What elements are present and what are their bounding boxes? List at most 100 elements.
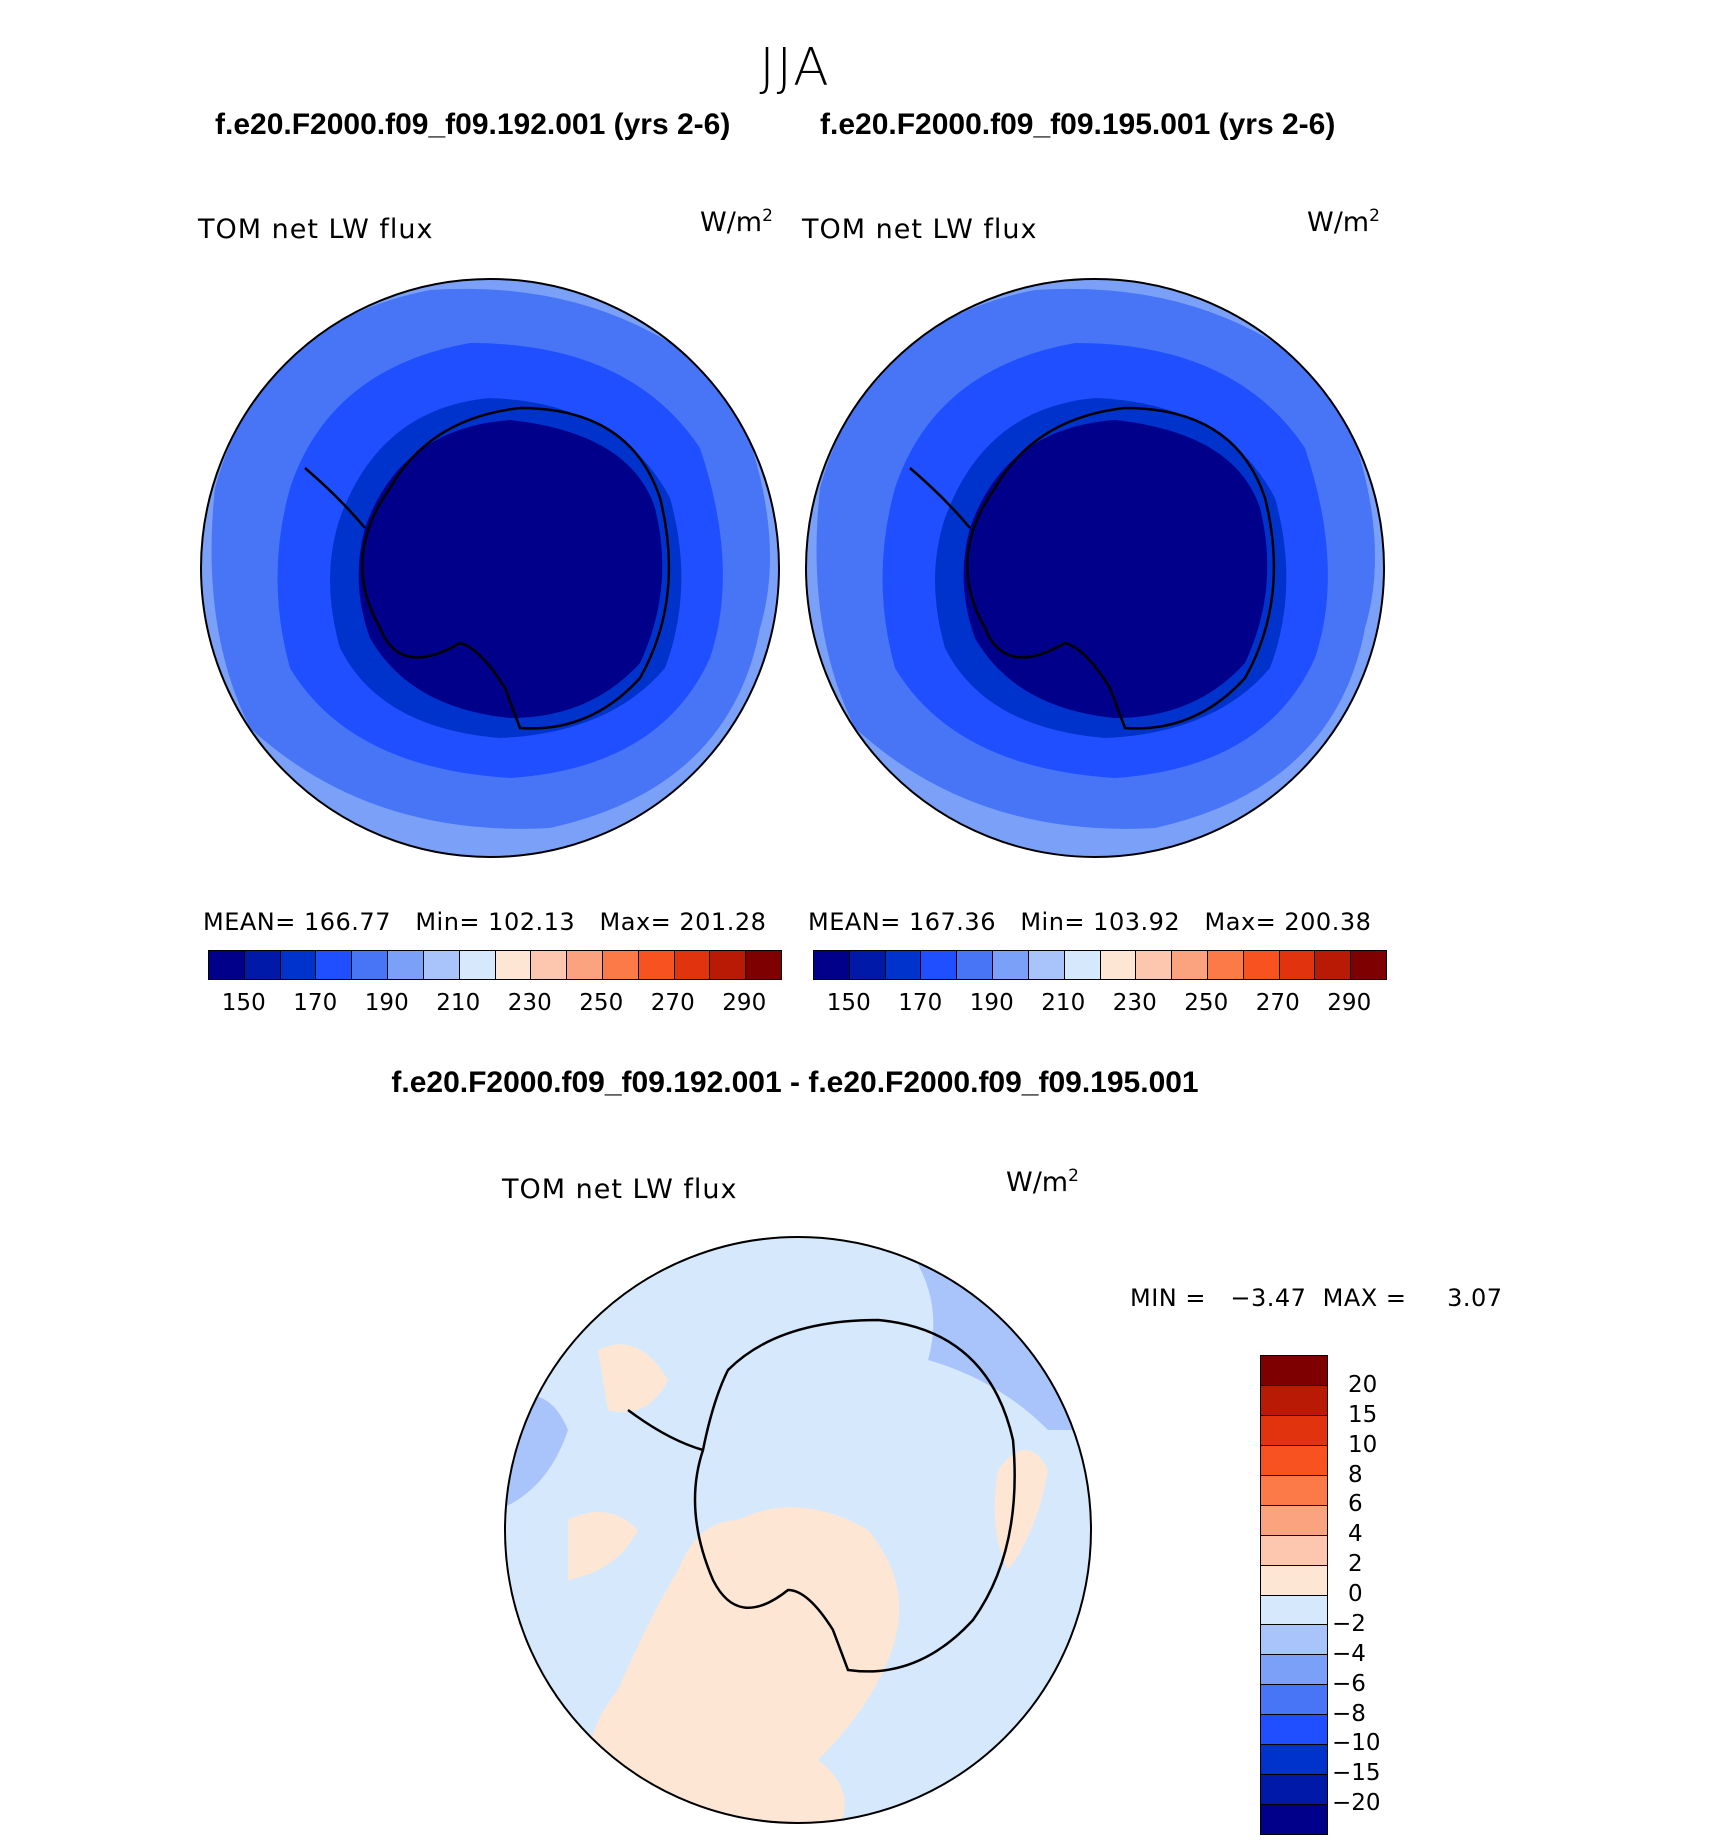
- colorbar-tick-label: 250: [1184, 990, 1229, 1016]
- polar-map-right: [805, 278, 1385, 858]
- colorbar-swatch: [1261, 1385, 1327, 1416]
- colorbar-tick-label: 170: [293, 990, 338, 1016]
- colorbar-swatch: [1261, 1445, 1327, 1476]
- colorbar-difference-ticks: 20 15 10 8 6 4 2 0 −2 −4 −6 −8 −10 −15 −20: [1332, 1355, 1418, 1833]
- colorbar-swatch: [814, 951, 850, 979]
- var-label-left: TOM net LW flux: [198, 214, 434, 245]
- stats-left: MEAN= 166.77 Min= 102.13 Max= 201.28: [203, 908, 767, 936]
- colorbar-swatch: [1028, 951, 1065, 979]
- colorbar-tick-label: −2: [1332, 1610, 1366, 1637]
- colorbar-tick-label: 150: [826, 990, 871, 1016]
- colorbar-swatch: [674, 951, 711, 979]
- colorbar-swatch: [1261, 1685, 1327, 1716]
- difference-min-max: MIN = −3.47 MAX = 3.07: [1130, 1284, 1503, 1312]
- colorbar-swatch: [567, 951, 603, 979]
- colorbar-difference: [1260, 1355, 1328, 1835]
- colorbar-tick-label: 270: [650, 990, 695, 1016]
- colorbar-swatch: [710, 951, 747, 979]
- colorbar-swatch: [849, 951, 886, 979]
- difference-title: f.e20.F2000.f09_f09.192.001 - f.e20.F200…: [391, 1066, 1199, 1099]
- colorbar-tick-label: 2: [1348, 1551, 1363, 1578]
- colorbar-left-ticks: 150 170 190 210 230 250 270 290: [208, 990, 780, 1020]
- colorbar-swatch: [352, 951, 389, 979]
- polar-map-left: [200, 278, 780, 858]
- colorbar-swatch: [1261, 1625, 1327, 1656]
- case-title-right: f.e20.F2000.f09_f09.195.001 (yrs 2-6): [820, 108, 1336, 141]
- colorbar-swatch: [746, 951, 781, 979]
- colorbar-swatch: [531, 951, 568, 979]
- var-label-right: TOM net LW flux: [802, 214, 1038, 245]
- colorbar-swatch: [885, 951, 922, 979]
- colorbar-tick-label: 150: [221, 990, 266, 1016]
- colorbar-tick-label: 20: [1348, 1371, 1378, 1398]
- colorbar-tick-label: 290: [1327, 990, 1372, 1016]
- colorbar-tick-label: 0: [1348, 1581, 1363, 1607]
- colorbar-swatch: [1351, 951, 1386, 979]
- colorbar-tick-label: −20: [1332, 1790, 1381, 1817]
- colorbar-swatch: [244, 951, 281, 979]
- colorbar-tick-label: 4: [1348, 1521, 1363, 1548]
- colorbar-tick-label: 6: [1348, 1491, 1363, 1518]
- colorbar-swatch: [1261, 1415, 1327, 1446]
- colorbar-swatch: [1261, 1505, 1327, 1536]
- colorbar-swatch: [316, 951, 353, 979]
- colorbar-swatch: [423, 951, 460, 979]
- colorbar-tick-label: −15: [1332, 1760, 1381, 1787]
- season-title: JJA: [759, 38, 831, 98]
- stats-right: MEAN= 167.36 Min= 103.92 Max= 200.38: [808, 908, 1372, 936]
- colorbar-swatch: [921, 951, 958, 979]
- colorbar-swatch: [1261, 1356, 1327, 1386]
- colorbar-swatch: [1315, 951, 1352, 979]
- case-title-left: f.e20.F2000.f09_f09.192.001 (yrs 2-6): [215, 108, 731, 141]
- units-difference: W/m2: [1006, 1166, 1079, 1198]
- colorbar-tick-label: 8: [1348, 1461, 1363, 1488]
- colorbar-swatch: [209, 951, 245, 979]
- colorbar-swatch: [638, 951, 675, 979]
- colorbar-swatch: [1136, 951, 1173, 979]
- units-left: W/m2: [700, 206, 773, 238]
- colorbar-tick-label: 15: [1348, 1401, 1378, 1428]
- colorbar-tick-label: 230: [507, 990, 552, 1016]
- colorbar-tick-label: 170: [898, 990, 943, 1016]
- colorbar-tick-label: 250: [579, 990, 624, 1016]
- colorbar-swatch: [1172, 951, 1208, 979]
- colorbar-swatch: [388, 951, 424, 979]
- colorbar-tick-label: −4: [1332, 1640, 1366, 1667]
- colorbar-swatch: [1243, 951, 1280, 979]
- colorbar-swatch: [1261, 1745, 1327, 1776]
- colorbar-tick-label: 290: [722, 990, 767, 1016]
- colorbar-left: [208, 950, 782, 980]
- colorbar-swatch: [1261, 1475, 1327, 1506]
- colorbar-swatch: [1261, 1595, 1327, 1626]
- colorbar-swatch: [1261, 1805, 1327, 1834]
- colorbar-tick-label: −8: [1332, 1700, 1366, 1727]
- colorbar-tick-label: 10: [1348, 1431, 1378, 1458]
- colorbar-tick-label: 270: [1255, 990, 1300, 1016]
- colorbar-tick-label: −10: [1332, 1730, 1381, 1757]
- colorbar-tick-label: 210: [436, 990, 481, 1016]
- polar-map-difference: [504, 1236, 1092, 1824]
- colorbar-tick-label: 230: [1112, 990, 1157, 1016]
- colorbar-swatch: [1261, 1655, 1327, 1686]
- colorbar-tick-label: 210: [1041, 990, 1086, 1016]
- colorbar-swatch: [1207, 951, 1244, 979]
- colorbar-swatch: [280, 951, 317, 979]
- colorbar-swatch: [957, 951, 994, 979]
- colorbar-swatch: [993, 951, 1029, 979]
- colorbar-swatch: [1279, 951, 1316, 979]
- colorbar-swatch: [495, 951, 532, 979]
- colorbar-swatch: [1100, 951, 1137, 979]
- colorbar-tick-label: 190: [969, 990, 1014, 1016]
- colorbar-swatch: [1261, 1715, 1327, 1746]
- colorbar-right-ticks: 150 170 190 210 230 250 270 290: [813, 990, 1385, 1020]
- colorbar-swatch: [602, 951, 639, 979]
- colorbar-swatch: [1261, 1535, 1327, 1566]
- units-right: W/m2: [1307, 206, 1380, 238]
- colorbar-tick-label: 190: [364, 990, 409, 1016]
- colorbar-tick-label: −6: [1332, 1670, 1366, 1697]
- colorbar-right: [813, 950, 1387, 980]
- var-label-difference: TOM net LW flux: [502, 1174, 738, 1205]
- colorbar-swatch: [1064, 951, 1101, 979]
- colorbar-swatch: [1261, 1565, 1327, 1596]
- colorbar-swatch: [1261, 1775, 1327, 1806]
